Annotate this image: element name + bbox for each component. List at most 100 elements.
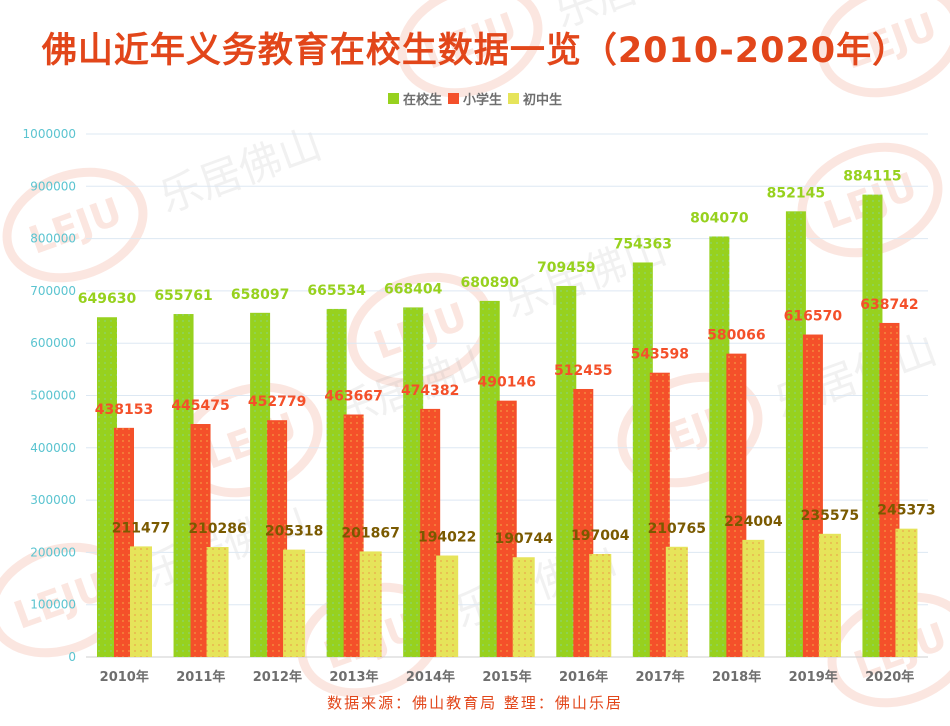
bar-junior[interactable] <box>895 528 918 657</box>
x-tick-label: 2019年 <box>789 669 838 685</box>
data-label-junior: 235575 <box>801 508 859 524</box>
y-tick-label: 0 <box>68 650 76 664</box>
bar-total[interactable] <box>632 262 653 657</box>
bar-junior[interactable] <box>130 546 152 657</box>
legend-label-junior: 初中生 <box>523 93 563 108</box>
bar-primary[interactable] <box>573 388 594 657</box>
bar-primary[interactable] <box>114 427 134 657</box>
data-label-total: 754363 <box>614 236 672 252</box>
data-label-primary: 638742 <box>860 297 918 313</box>
legend-item-junior[interactable]: 初中生 <box>508 89 562 108</box>
bar-junior[interactable] <box>206 547 229 657</box>
bar-junior[interactable] <box>589 553 612 657</box>
bar-primary[interactable] <box>343 414 364 657</box>
bar-primary[interactable] <box>802 334 823 657</box>
x-tick-label: 2017年 <box>635 669 684 685</box>
data-label-total: 804070 <box>690 210 749 226</box>
data-label-total: 658097 <box>231 287 289 303</box>
bar-total[interactable] <box>785 211 806 657</box>
data-label-total: 668404 <box>384 281 443 297</box>
x-tick-label: 2018年 <box>712 669 761 685</box>
bar-total[interactable] <box>862 194 883 657</box>
x-tick-label: 2016年 <box>559 669 608 685</box>
bar-primary[interactable] <box>726 353 747 657</box>
data-label-total: 709459 <box>537 260 595 276</box>
legend: 在校生 小学生 初中生 <box>0 89 950 108</box>
legend-item-primary[interactable]: 小学生 <box>447 89 502 108</box>
bar-total[interactable] <box>250 312 271 657</box>
y-tick-label: 100000 <box>30 598 76 612</box>
y-tick-label: 600000 <box>30 336 76 350</box>
source-footer: 数据来源：佛山教育局 整理：佛山乐居 <box>327 694 623 712</box>
legend-swatch-junior <box>508 93 519 104</box>
bar-junior[interactable] <box>665 546 688 657</box>
legend-swatch-primary <box>447 93 459 104</box>
data-label-total: 680890 <box>461 275 520 291</box>
y-tick-label: 1000000 <box>23 127 76 141</box>
bar-total[interactable] <box>556 285 577 657</box>
data-label-junior: 245373 <box>877 503 935 519</box>
data-label-junior: 190744 <box>495 531 554 547</box>
y-tick-label: 800000 <box>30 232 76 246</box>
data-label-primary: 616570 <box>784 309 843 325</box>
bar-junior[interactable] <box>512 557 535 657</box>
x-tick-label: 2010年 <box>100 669 149 685</box>
y-tick-label: 400000 <box>30 441 76 455</box>
x-tick-label: 2015年 <box>482 669 531 685</box>
data-label-total: 852145 <box>767 185 825 201</box>
data-label-primary: 438153 <box>95 402 153 418</box>
data-label-junior: 210286 <box>188 521 246 537</box>
data-label-junior: 224004 <box>724 514 783 530</box>
bar-total[interactable] <box>97 317 117 657</box>
data-label-junior: 210765 <box>648 521 706 537</box>
data-label-junior: 201867 <box>341 525 399 541</box>
data-label-primary: 445475 <box>171 398 229 414</box>
data-label-junior: 194022 <box>418 530 476 546</box>
bar-primary[interactable] <box>496 400 517 657</box>
data-label-primary: 474382 <box>401 383 459 399</box>
y-tick-label: 900000 <box>30 179 76 193</box>
data-label-junior: 211477 <box>112 520 170 536</box>
legend-swatch-total <box>387 93 399 104</box>
bar-primary[interactable] <box>267 420 288 657</box>
bar-primary[interactable] <box>420 408 441 657</box>
x-tick-label: 2013年 <box>329 669 378 685</box>
y-tick-label: 700000 <box>30 284 76 298</box>
y-tick-label: 300000 <box>30 493 76 507</box>
bar-junior[interactable] <box>283 549 306 657</box>
bar-junior[interactable] <box>436 555 459 657</box>
data-label-junior: 197004 <box>571 528 630 544</box>
x-tick-label: 2014年 <box>406 669 455 685</box>
data-label-total: 655761 <box>154 288 212 304</box>
x-tick-label: 2020年 <box>865 669 914 685</box>
bar-junior[interactable] <box>359 551 382 657</box>
data-label-junior: 205318 <box>265 524 323 540</box>
data-label-primary: 452779 <box>248 394 306 410</box>
y-tick-label: 200000 <box>30 545 76 559</box>
bar-total[interactable] <box>173 314 194 657</box>
data-label-primary: 490146 <box>478 375 536 391</box>
bar-primary[interactable] <box>190 424 211 657</box>
bar-total[interactable] <box>709 236 730 658</box>
bar-total[interactable] <box>403 307 424 657</box>
bar-primary[interactable] <box>879 322 900 657</box>
legend-item-total[interactable]: 在校生 <box>387 89 442 108</box>
data-label-primary: 463667 <box>324 389 382 405</box>
x-tick-label: 2012年 <box>253 669 302 685</box>
y-tick-label: 500000 <box>30 389 76 403</box>
bar-primary[interactable] <box>649 372 670 657</box>
data-label-primary: 512455 <box>554 363 612 379</box>
bar-junior[interactable] <box>818 533 841 657</box>
bar-total[interactable] <box>326 308 347 657</box>
data-label-primary: 580066 <box>707 328 765 344</box>
chart-title: 佛山近年义务教育在校生数据一览（2010-2020年） <box>41 31 909 71</box>
bar-total[interactable] <box>479 300 500 657</box>
bar-junior[interactable] <box>742 539 765 657</box>
legend-label-primary: 小学生 <box>462 93 502 108</box>
x-tick-label: 2011年 <box>176 669 225 685</box>
data-label-total: 649630 <box>78 291 137 307</box>
data-label-total: 665534 <box>307 283 366 299</box>
data-label-primary: 543598 <box>631 347 689 363</box>
data-label-total: 884115 <box>843 169 901 185</box>
